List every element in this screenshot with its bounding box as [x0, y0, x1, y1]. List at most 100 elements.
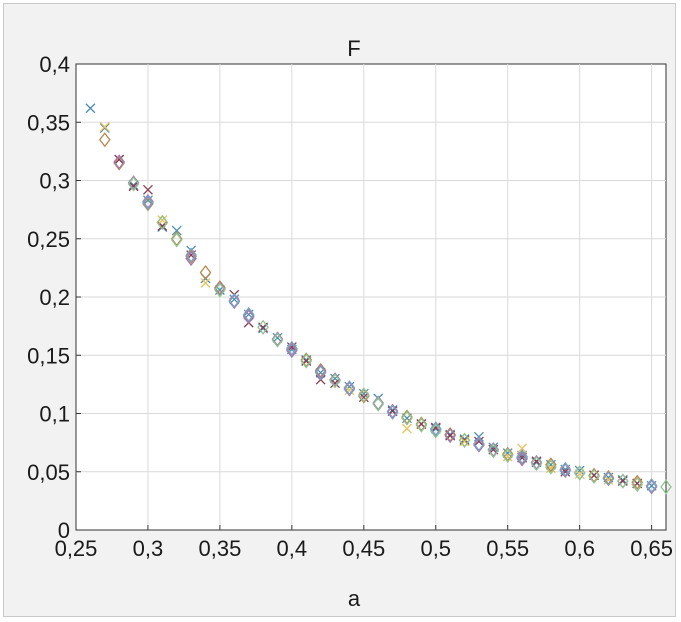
data-point-diamond-marker [401, 409, 413, 425]
data-point-x-marker [200, 278, 211, 288]
x-tick-label: 0,55 [486, 536, 529, 561]
data-point-diamond-marker [257, 319, 269, 335]
data-point-diamond-marker [444, 428, 456, 444]
data-point-diamond-marker [545, 457, 557, 473]
data-point-diamond-marker [185, 248, 197, 264]
x-axis-label: a [348, 586, 361, 611]
data-point-diamond-marker [660, 479, 672, 495]
data-point-diamond-marker [300, 352, 313, 368]
y-tick-label: 0,15 [27, 343, 70, 368]
data-point-x-marker [488, 442, 499, 453]
data-point-diamond-marker [602, 470, 615, 486]
x-tick-label: 0,35 [198, 536, 241, 561]
data-point-diamond-marker [156, 214, 169, 231]
data-point-diamond-marker [228, 292, 241, 309]
data-point-diamond-marker [242, 306, 255, 323]
data-point-diamond-marker [631, 474, 644, 490]
data-point-diamond-marker [329, 372, 341, 388]
data-point-x-marker [402, 423, 412, 434]
data-point-diamond-marker [372, 395, 385, 411]
data-point-diamond-marker [142, 196, 154, 212]
data-point-diamond-marker [286, 341, 298, 357]
y-tick-label: 0,05 [27, 460, 70, 485]
data-point-diamond-marker [429, 423, 442, 439]
data-point-x-marker [574, 465, 585, 476]
x-tick-label: 0,25 [55, 536, 98, 561]
data-point-diamond-marker [314, 362, 327, 378]
data-point-x-marker [99, 121, 110, 132]
data-point-diamond-marker [473, 437, 485, 453]
data-point-diamond-marker [386, 404, 399, 420]
data-point-diamond-marker [286, 340, 298, 356]
data-point-diamond-marker [645, 478, 658, 494]
x-tick-label: 0,45 [342, 536, 385, 561]
data-point-diamond-marker [300, 353, 313, 369]
data-point-x-marker [114, 154, 125, 165]
y-tick-label: 0,35 [27, 110, 70, 135]
data-point-diamond-marker [473, 436, 485, 452]
data-point-diamond-marker [559, 461, 572, 477]
data-point-diamond-marker [329, 373, 341, 389]
data-point-diamond-marker [372, 396, 385, 412]
data-point-diamond-marker [142, 195, 154, 211]
data-point-diamond-marker [142, 193, 154, 210]
data-point-x-marker [128, 181, 139, 192]
data-point-diamond-marker [343, 381, 356, 397]
axis-ticks: 0,25 0,3 0,35 0,4 0,45 0,5 0,55 0,6 0,65 0 0,05 0,1… [27, 52, 673, 561]
data-point-diamond-marker [516, 449, 528, 465]
x-tick-label: 0,5 [420, 536, 451, 561]
data-point-diamond-marker [530, 456, 543, 472]
data-point-diamond-marker [314, 363, 327, 380]
data-point-x-marker [85, 103, 96, 114]
data-point-x-marker [330, 378, 340, 389]
data-point-diamond-marker [214, 281, 226, 297]
data-point-diamond-marker [444, 426, 456, 443]
data-point-x-marker [171, 225, 182, 236]
data-point-diamond-marker [113, 155, 125, 171]
data-point-diamond-marker [127, 176, 140, 192]
data-point-diamond-marker [98, 132, 111, 148]
data-point-diamond-marker [429, 422, 442, 438]
data-point-x-marker [99, 123, 110, 134]
y-tick-label: 0,2 [39, 285, 70, 310]
data-point-diamond-marker [530, 454, 543, 470]
data-point-diamond-marker [113, 154, 125, 170]
data-points [85, 103, 672, 495]
data-point-diamond-marker [343, 380, 356, 396]
x-tick-label: 0,65 [630, 536, 673, 561]
data-point-diamond-marker [228, 294, 241, 310]
data-point-diamond-marker [214, 280, 226, 296]
data-point-diamond-marker [415, 417, 428, 433]
data-point-diamond-marker [314, 365, 327, 381]
data-point-diamond-marker [214, 282, 226, 298]
data-point-diamond-marker [199, 264, 212, 281]
data-point-diamond-marker [170, 231, 183, 247]
data-point-x-marker [473, 436, 484, 447]
data-point-diamond-marker [602, 471, 615, 487]
data-point-diamond-marker [588, 468, 600, 484]
y-tick-label: 0,1 [39, 402, 70, 427]
data-point-x-marker [157, 215, 168, 226]
data-point-diamond-marker [487, 443, 500, 459]
data-point-diamond-marker [357, 387, 370, 403]
data-point-diamond-marker [631, 476, 644, 493]
data-point-x-marker [517, 443, 528, 454]
data-point-diamond-marker [573, 465, 586, 481]
y-tick-label: 0,25 [27, 227, 70, 252]
data-point-diamond-marker [286, 343, 298, 359]
y-tick-label: 0 [58, 518, 70, 543]
data-point-x-marker [142, 184, 153, 195]
data-point-diamond-marker [545, 459, 557, 475]
x-tick-label: 0,4 [277, 536, 308, 561]
data-point-diamond-marker [516, 451, 528, 467]
data-point-diamond-marker [357, 388, 370, 404]
data-point-diamond-marker [242, 309, 255, 325]
data-point-diamond-marker [487, 442, 500, 458]
data-point-diamond-marker [458, 432, 471, 448]
x-tick-label: 0,3 [133, 536, 164, 561]
data-point-diamond-marker [185, 247, 197, 263]
y-tick-label: 0,4 [39, 52, 70, 77]
data-point-diamond-marker [516, 450, 528, 466]
data-point-diamond-marker [401, 410, 413, 426]
